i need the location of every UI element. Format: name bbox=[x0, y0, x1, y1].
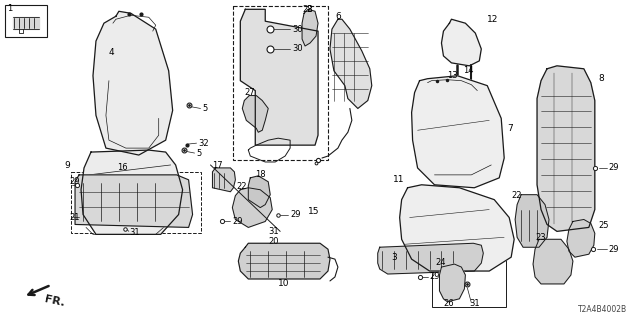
Text: 15: 15 bbox=[308, 207, 319, 216]
Polygon shape bbox=[93, 11, 173, 155]
Text: 27: 27 bbox=[244, 88, 255, 97]
Text: 20: 20 bbox=[268, 237, 279, 246]
Polygon shape bbox=[248, 176, 270, 208]
Polygon shape bbox=[243, 96, 268, 132]
Bar bbox=[5, 5, 47, 37]
Text: 3: 3 bbox=[392, 253, 397, 262]
Polygon shape bbox=[412, 76, 504, 188]
Polygon shape bbox=[212, 168, 236, 192]
Bar bbox=[234, 6, 328, 160]
Polygon shape bbox=[515, 195, 549, 247]
Text: 22: 22 bbox=[511, 191, 522, 200]
Text: 31: 31 bbox=[129, 228, 140, 237]
Polygon shape bbox=[81, 150, 182, 234]
Text: 6: 6 bbox=[335, 12, 340, 21]
Polygon shape bbox=[378, 243, 483, 274]
Polygon shape bbox=[440, 264, 465, 302]
Text: 30: 30 bbox=[292, 44, 303, 53]
Text: 29: 29 bbox=[69, 177, 79, 186]
Text: 31: 31 bbox=[469, 299, 480, 308]
Text: 9: 9 bbox=[64, 162, 70, 171]
Polygon shape bbox=[442, 19, 481, 66]
Text: 28: 28 bbox=[302, 5, 313, 14]
Text: 13: 13 bbox=[447, 71, 458, 80]
Text: 29: 29 bbox=[609, 245, 620, 254]
Polygon shape bbox=[238, 243, 330, 279]
Text: 7: 7 bbox=[507, 124, 513, 133]
Text: 23: 23 bbox=[535, 233, 546, 242]
Text: 2: 2 bbox=[306, 5, 312, 14]
Text: 14: 14 bbox=[463, 66, 474, 75]
Text: 30: 30 bbox=[292, 25, 303, 34]
Text: FR.: FR. bbox=[44, 294, 65, 308]
Text: 24: 24 bbox=[435, 258, 446, 267]
Text: 8: 8 bbox=[599, 74, 605, 83]
Text: 26: 26 bbox=[444, 299, 454, 308]
Polygon shape bbox=[537, 66, 595, 231]
Polygon shape bbox=[13, 17, 39, 29]
Text: 5: 5 bbox=[202, 104, 208, 113]
Text: 1: 1 bbox=[8, 4, 13, 13]
Text: T2A4B4002B: T2A4B4002B bbox=[577, 305, 627, 314]
Text: 12: 12 bbox=[487, 15, 499, 24]
Polygon shape bbox=[567, 220, 595, 257]
Text: 16: 16 bbox=[117, 164, 127, 172]
Polygon shape bbox=[232, 188, 272, 228]
Bar bbox=[119, 170, 133, 180]
Polygon shape bbox=[533, 239, 573, 284]
Polygon shape bbox=[75, 175, 193, 228]
Text: 22: 22 bbox=[236, 182, 247, 191]
Polygon shape bbox=[302, 9, 318, 46]
Text: 21: 21 bbox=[69, 213, 79, 222]
Text: 4: 4 bbox=[109, 48, 115, 57]
Bar bbox=[71, 172, 200, 233]
Text: 11: 11 bbox=[393, 175, 404, 184]
Polygon shape bbox=[399, 185, 514, 271]
Text: 18: 18 bbox=[255, 170, 266, 180]
Text: 29: 29 bbox=[609, 164, 620, 172]
Text: 29: 29 bbox=[290, 210, 301, 219]
Text: 5: 5 bbox=[196, 148, 202, 157]
Text: 29: 29 bbox=[429, 272, 440, 282]
Text: 31: 31 bbox=[268, 227, 279, 236]
Text: 29: 29 bbox=[232, 217, 243, 226]
Polygon shape bbox=[241, 9, 318, 145]
Text: 10: 10 bbox=[278, 279, 290, 288]
Text: 25: 25 bbox=[599, 221, 609, 230]
Bar bbox=[431, 259, 506, 307]
Text: 32: 32 bbox=[198, 139, 209, 148]
Text: 17: 17 bbox=[212, 162, 223, 171]
Polygon shape bbox=[330, 19, 372, 108]
